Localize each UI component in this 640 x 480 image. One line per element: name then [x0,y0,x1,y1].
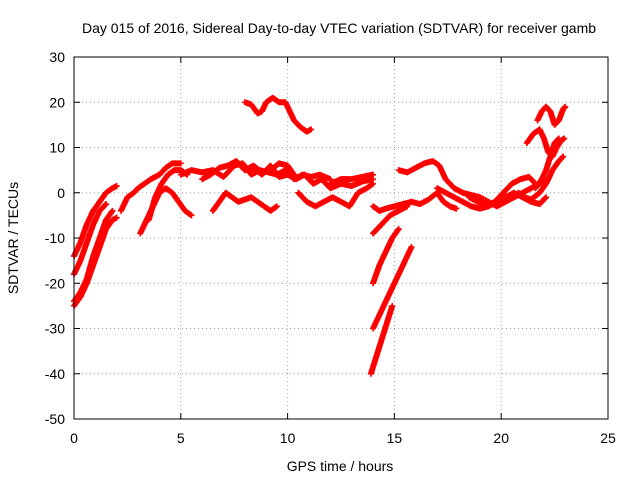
y-tick-label: -40 [45,366,65,382]
x-axis-label: GPS time / hours [287,458,394,474]
series-arc10 [209,189,280,214]
series-arc4 [71,207,116,305]
data-point [113,182,120,189]
x-tick-label: 25 [600,430,616,446]
series-arc18 [370,244,415,332]
data-point [542,195,549,202]
data-point [408,244,415,251]
data-point [273,203,280,210]
data-point [555,135,562,142]
data-point [103,201,110,208]
y-tick-label: 0 [57,185,65,201]
series-arc12 [295,180,377,210]
x-tick-label: 10 [280,430,296,446]
data-point [177,160,184,167]
data-point [395,225,402,232]
y-tick-label: -10 [45,230,65,246]
y-tick-label: 30 [49,49,65,65]
data-point [559,154,566,161]
grid-lines [74,57,608,419]
data-point [562,103,569,110]
data-point [555,136,562,143]
series-arc23 [515,153,567,203]
chart-title: Day 015 of 2016, Sidereal Day-to-day VTE… [82,20,596,36]
series-arc2 [71,201,110,278]
data-point [291,171,298,178]
series-arc1 [71,182,120,260]
series-arc14 [241,94,315,135]
data-point [453,205,460,212]
data-point [308,126,315,133]
data-point [543,194,550,201]
series-arc22 [466,173,539,210]
series-arc19 [367,302,396,377]
y-tick-label: 20 [49,94,65,110]
data-point [561,135,568,142]
series-arc21 [434,185,550,212]
data-point [560,153,567,160]
data-point [113,214,120,221]
series-arc11 [241,160,298,178]
series-arc16 [370,203,411,237]
x-tick-label: 20 [493,430,509,446]
data-point [188,212,195,219]
y-tick-label: -50 [45,411,65,427]
series-arc15 [370,189,460,214]
series-arc17 [370,225,402,287]
series-arc6 [137,185,195,237]
data-point [370,171,377,178]
data-point [404,203,411,210]
data-point [370,180,377,187]
series-arc13 [327,171,377,187]
y-tick-label: -30 [45,321,65,337]
axes: 0 5 10 15 20 25 -50 -40 -30 -20 -10 0 10 20 30 [45,49,616,446]
data-points [71,94,569,377]
series-arc5 [117,160,184,214]
data-point [389,302,396,309]
y-tick-label: 10 [49,140,65,156]
series-arc24 [523,126,568,160]
series-arc26 [532,135,562,192]
x-tick-label: 5 [177,430,185,446]
y-axis-label: SDTVAR / TECUs [5,182,21,294]
y-tick-label: -20 [45,275,65,291]
x-tick-label: 15 [387,430,403,446]
data-point [109,207,116,214]
x-tick-label: 0 [70,430,78,446]
series-arc25 [534,103,569,128]
